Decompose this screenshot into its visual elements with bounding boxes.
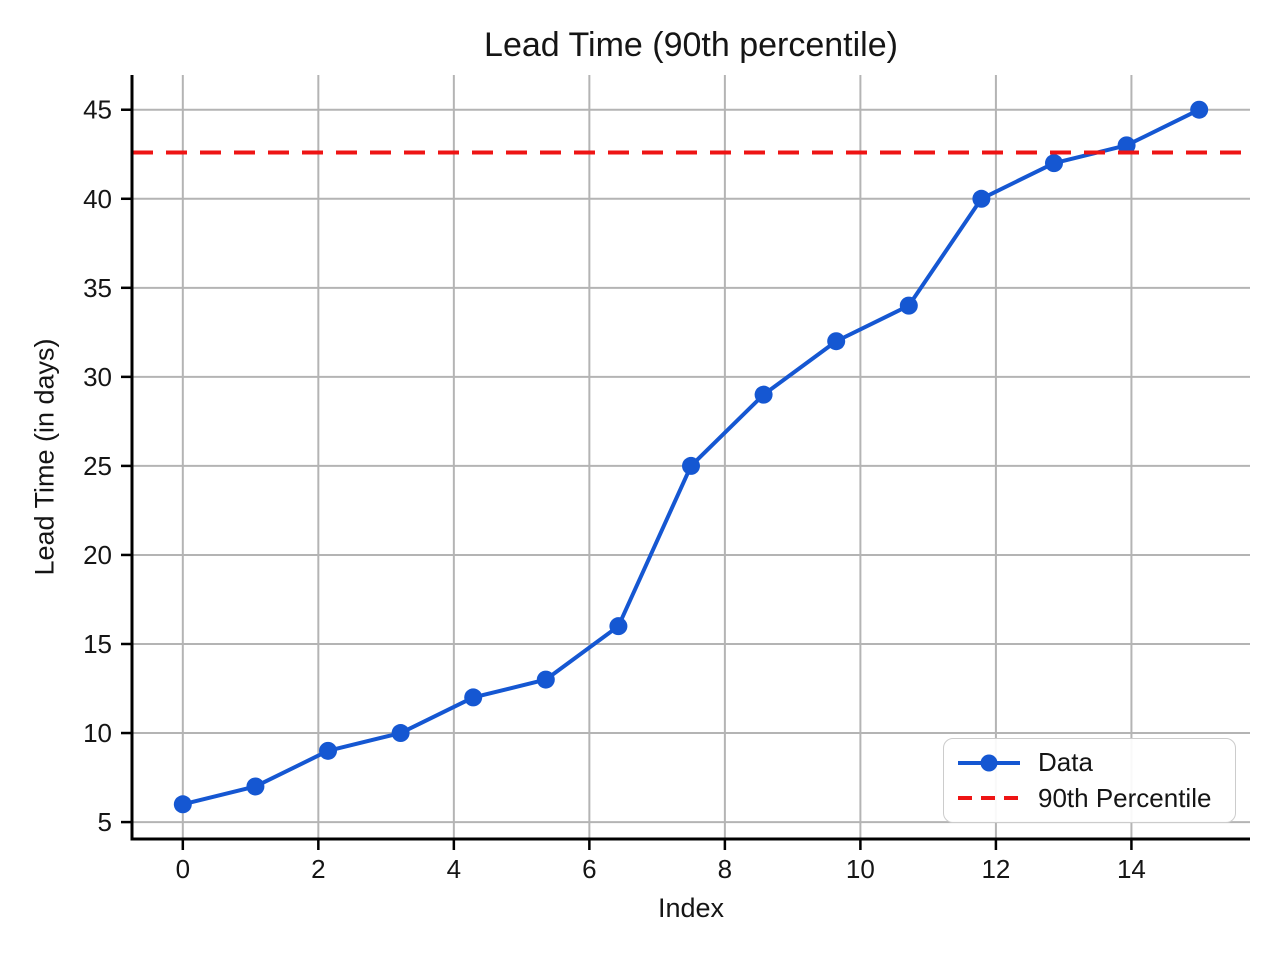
x-tick-label: 4	[447, 854, 461, 884]
y-tick-label: 40	[83, 184, 112, 214]
data-point	[1190, 100, 1209, 119]
chart-title: Lead Time (90th percentile)	[484, 26, 898, 64]
y-tick-label: 20	[83, 540, 112, 570]
data-point	[609, 617, 628, 636]
data-point	[536, 670, 555, 689]
legend-item-percentile: 90th Percentile	[956, 783, 1223, 814]
data-point	[827, 332, 846, 351]
x-tick-label: 2	[311, 854, 325, 884]
legend: Data 90th Percentile	[943, 738, 1236, 823]
y-tick-label: 30	[83, 362, 112, 392]
x-tick-label: 0	[176, 854, 190, 884]
data-point	[682, 456, 700, 475]
data-point	[754, 385, 773, 404]
y-tick-label: 15	[83, 629, 112, 659]
y-tick-label: 25	[83, 451, 112, 481]
legend-label-data: Data	[1038, 747, 1093, 778]
data-point	[464, 688, 483, 707]
data-point	[173, 795, 192, 814]
y-tick-label: 45	[83, 95, 112, 125]
y-tick-label: 5	[98, 807, 112, 837]
data-point	[319, 741, 338, 760]
x-tick-label: 6	[582, 854, 596, 884]
data-point	[246, 777, 265, 796]
x-tick-label: 14	[1117, 854, 1146, 884]
x-tick-label: 12	[981, 854, 1010, 884]
data-point	[391, 724, 410, 743]
y-tick-label: 35	[83, 273, 112, 303]
data-point	[972, 189, 991, 208]
y-tick-label: 10	[83, 718, 112, 748]
x-axis-label: Index	[657, 893, 725, 923]
data-point	[1117, 136, 1136, 155]
data-line-swatch-icon	[958, 754, 1020, 772]
data-point	[1044, 154, 1063, 173]
x-tick-label: 10	[846, 854, 875, 884]
percentile-dash-swatch-icon	[958, 796, 1020, 801]
y-axis-label: Lead Time (in days)	[29, 338, 60, 576]
x-tick-label: 8	[718, 854, 732, 884]
data-point	[899, 296, 918, 315]
legend-label-percentile: 90th Percentile	[1038, 782, 1212, 813]
legend-item-data: Data	[956, 747, 1223, 778]
